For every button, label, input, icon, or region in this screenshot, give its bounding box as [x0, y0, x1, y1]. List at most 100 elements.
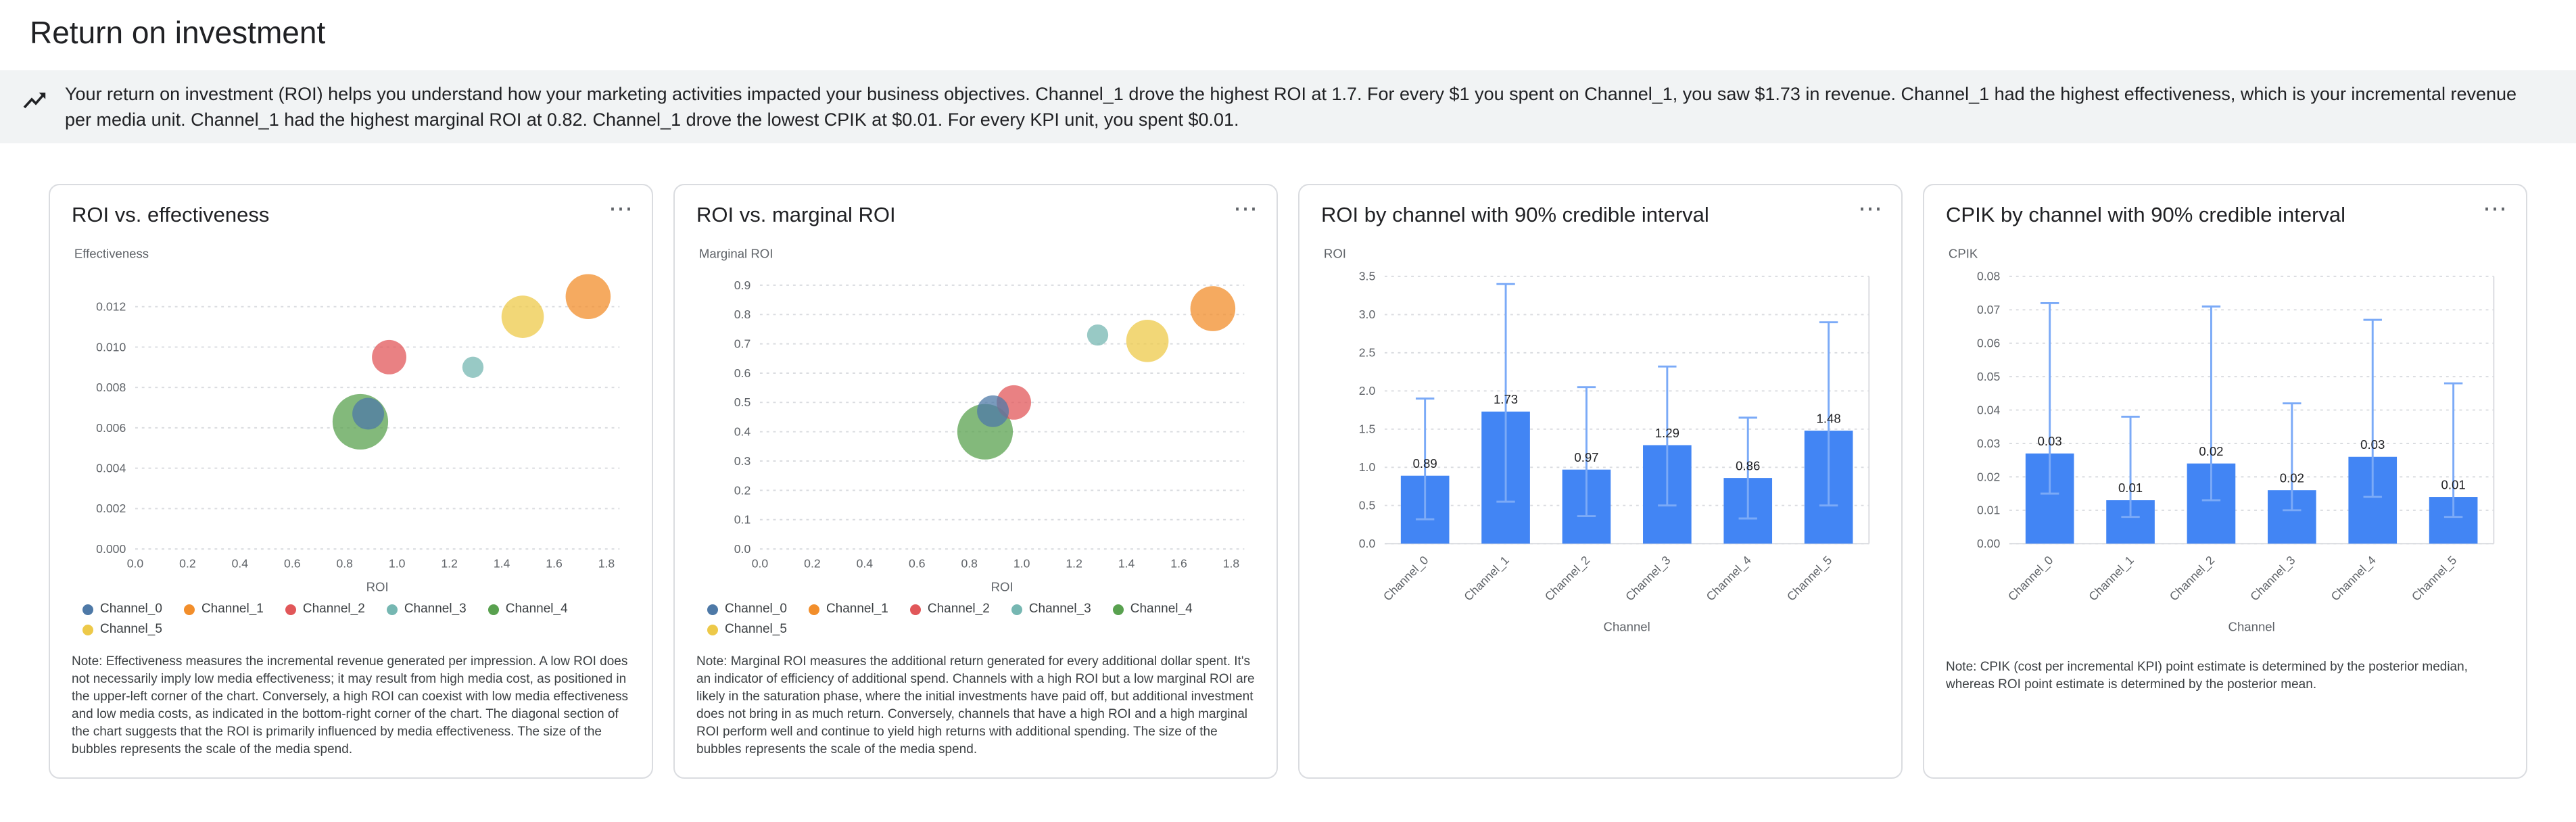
svg-text:0.008: 0.008 — [96, 381, 126, 394]
y-axis-title: CPIK — [1949, 246, 1978, 260]
card-roi-vs-effectiveness: ROI vs. effectiveness ⋯ Effectiveness 0.0… — [49, 184, 653, 779]
legend-label: Channel_5 — [100, 622, 162, 637]
legend-item-Channel_3: Channel_3 — [1011, 602, 1091, 616]
chart-note: Note: Effectiveness measures the increme… — [72, 654, 629, 758]
scatter-plot: Marginal ROI0.00.10.20.30.40.50.60.70.80… — [699, 246, 1245, 594]
cpik-by-channel-chart: CPIK 0.00 0.01 0.02 0.03 0.04 0.05 0.06 0.07 0.08… — [1946, 242, 2504, 642]
svg-text:0.4: 0.4 — [232, 556, 249, 570]
svg-text:0.0: 0.0 — [1359, 537, 1376, 550]
bubble-Channel_5 — [501, 295, 544, 338]
legend-item-Channel_2: Channel_2 — [285, 602, 365, 616]
svg-text:0.9: 0.9 — [734, 279, 750, 292]
credible-interval-Channel_0 — [2040, 301, 2059, 495]
insights-text: Your return on investment (ROI) helps yo… — [65, 84, 2517, 130]
bubble-Channel_0 — [977, 395, 1009, 427]
bar-value-label: 0.02 — [2280, 470, 2304, 485]
legend-item-Channel_4: Channel_4 — [1112, 602, 1193, 617]
svg-text:0.00: 0.00 — [1977, 537, 2000, 550]
insights-icon — [23, 93, 46, 109]
svg-text:0.2: 0.2 — [804, 556, 820, 570]
scatter-plot: Effectiveness0.0000.0020.0040.0060.0080.… — [74, 246, 620, 594]
roi-vs-effectiveness-chart: Effectiveness 0.000 0.002 0.004 0.006 0.008 0.… — [72, 242, 630, 599]
chart-legend: Channel_0 Channel_1 Channel_2 Channel_3 Chan… — [82, 602, 630, 637]
more-options-button[interactable]: ⋯ — [1228, 193, 1263, 223]
legend-item-Channel_4: Channel_4 — [487, 602, 568, 617]
svg-text:0.8: 0.8 — [961, 556, 978, 570]
svg-text:0.004: 0.004 — [96, 461, 126, 475]
svg-text:0.06: 0.06 — [1977, 337, 2000, 350]
roi-vs-marginal-roi-chart: Marginal ROI 0.0 0.1 0.2 0.3 0.4 0.5 0.6 0.7 0.8 0… — [696, 242, 1255, 599]
x-tick-label: Channel_5 — [2409, 553, 2460, 604]
legend-label: Channel_0 — [725, 602, 787, 617]
svg-text:0.000: 0.000 — [96, 542, 126, 556]
x-tick-label: Channel_3 — [2247, 553, 2298, 604]
more-options-button[interactable]: ⋯ — [603, 193, 638, 223]
x-axis: 0.0 0.2 0.4 0.6 0.8 1.0 1.2 1.4 1.6 1.8 — [752, 556, 1240, 570]
svg-text:0.0: 0.0 — [127, 556, 144, 570]
credible-interval-Channel_2 — [2201, 305, 2221, 502]
y-axis: 0.000 0.002 0.004 0.006 0.008 0.010 0.012 — [96, 300, 620, 556]
chart-cards-row: ROI vs. effectiveness ⋯ Effectiveness 0.0… — [49, 184, 2527, 779]
svg-text:1.0: 1.0 — [1359, 460, 1376, 474]
legend-label: Channel_0 — [100, 602, 162, 617]
legend-label: Channel_4 — [1130, 602, 1193, 617]
roi-by-channel-chart: ROI 0.0 0.5 1.0 1.5 2.0 2.5 3.0 3.5 0.89 Channel_0… — [1321, 242, 1880, 642]
bar-plot: ROI 0.0 0.5 1.0 1.5 2.0 2.5 3.0 3.5 0.89 Channel_0… — [1324, 246, 1870, 633]
legend-item-Channel_5: Channel_5 — [82, 622, 162, 637]
svg-text:2.0: 2.0 — [1359, 384, 1376, 397]
more-options-button[interactable]: ⋯ — [1853, 193, 1888, 223]
legend-label: Channel_1 — [826, 602, 888, 617]
x-tick-label: Channel_3 — [1623, 553, 1673, 604]
x-axis-title: ROI — [366, 580, 389, 594]
svg-text:0.012: 0.012 — [96, 300, 126, 314]
svg-text:0.6: 0.6 — [734, 366, 751, 380]
legend-label: Channel_2 — [927, 602, 990, 617]
svg-text:0.010: 0.010 — [96, 340, 126, 354]
bubble-Channel_1 — [565, 274, 611, 320]
legend-dot — [707, 624, 718, 635]
svg-text:0.5: 0.5 — [1359, 499, 1376, 512]
legend-item-Channel_1: Channel_1 — [808, 602, 888, 617]
svg-text:0.6: 0.6 — [909, 556, 926, 570]
legend-dot — [707, 604, 718, 615]
card-roi-vs-marginal-roi: ROI vs. marginal ROI ⋯ Marginal ROI 0.0 0.… — [673, 184, 1278, 779]
svg-text:0.01: 0.01 — [1977, 504, 2000, 517]
credible-interval-Channel_5 — [2443, 382, 2463, 518]
bar-value-label: 1.29 — [1655, 426, 1679, 440]
credible-interval-Channel_2 — [1577, 386, 1596, 518]
legend-item-Channel_5: Channel_5 — [707, 622, 787, 637]
credible-interval-Channel_1 — [2121, 415, 2140, 518]
bar-value-label: 0.01 — [2118, 481, 2143, 495]
legend-label: Channel_1 — [201, 602, 264, 617]
x-tick-label: Channel_0 — [2005, 553, 2056, 604]
bar-value-label: 0.97 — [1574, 450, 1598, 464]
legend-label: Channel_5 — [725, 622, 787, 637]
svg-text:3.5: 3.5 — [1359, 270, 1376, 283]
bubble-Channel_5 — [1126, 319, 1169, 362]
card-roi-by-channel: ROI by channel with 90% credible interva… — [1298, 184, 1903, 779]
credible-interval-Channel_5 — [1819, 321, 1838, 507]
insights-banner: Your return on investment (ROI) helps yo… — [0, 70, 2576, 143]
bubble-Channel_0 — [352, 397, 385, 430]
svg-text:1.0: 1.0 — [389, 556, 406, 570]
card-cpik-by-channel: CPIK by channel with 90% credible interv… — [1923, 184, 2527, 779]
bar-value-label: 0.86 — [1736, 458, 1760, 473]
svg-text:0.3: 0.3 — [734, 454, 751, 468]
bubble-Channel_3 — [462, 356, 484, 378]
svg-text:3.0: 3.0 — [1359, 308, 1376, 321]
x-tick-label: Channel_4 — [2329, 553, 2379, 604]
svg-text:0.8: 0.8 — [337, 556, 354, 570]
y-axis-title: Marginal ROI — [699, 246, 773, 260]
credible-interval-Channel_3 — [2283, 402, 2301, 512]
svg-text:0.05: 0.05 — [1977, 370, 2000, 383]
legend-label: Channel_4 — [505, 602, 568, 617]
bar-value-label: 1.73 — [1494, 392, 1518, 406]
bar-plot: CPIK 0.00 0.01 0.02 0.03 0.04 0.05 0.06 0.07 0.08… — [1949, 246, 2495, 633]
svg-text:1.5: 1.5 — [1359, 422, 1376, 436]
legend-item-Channel_1: Channel_1 — [183, 602, 264, 617]
credible-interval-Channel_4 — [2363, 318, 2382, 498]
bar-value-label: 0.03 — [2360, 437, 2385, 452]
more-options-button[interactable]: ⋯ — [2477, 193, 2512, 223]
legend-dot — [487, 604, 499, 615]
chart-note: Note: CPIK (cost per incremental KPI) po… — [1946, 659, 2468, 692]
